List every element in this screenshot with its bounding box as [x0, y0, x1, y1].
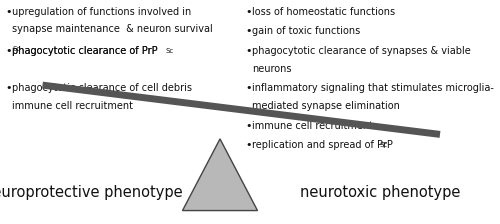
- Text: neurotoxic phenotype: neurotoxic phenotype: [300, 185, 460, 200]
- Text: immune cell recruitment: immune cell recruitment: [252, 121, 374, 131]
- Text: •: •: [245, 46, 252, 56]
- Text: Sc: Sc: [380, 142, 388, 149]
- Text: Sc: Sc: [165, 48, 173, 54]
- Text: •: •: [245, 140, 252, 150]
- Text: •: •: [245, 7, 252, 17]
- Text: loss of homeostatic functions: loss of homeostatic functions: [252, 7, 396, 17]
- Text: phagocytotic clearance of PrP: phagocytotic clearance of PrP: [12, 46, 158, 56]
- Text: •: •: [5, 46, 12, 56]
- Text: •: •: [5, 7, 12, 17]
- Text: neuroprotective phenotype: neuroprotective phenotype: [0, 185, 182, 200]
- Text: neurons: neurons: [252, 64, 292, 74]
- Text: phagocytotic clearance of PrP: phagocytotic clearance of PrP: [12, 46, 158, 56]
- Text: mediated synapse elimination: mediated synapse elimination: [252, 101, 400, 111]
- Text: phagocytotic clearance of synapses & viable: phagocytotic clearance of synapses & via…: [252, 46, 471, 56]
- Text: gain of toxic functions: gain of toxic functions: [252, 26, 361, 37]
- Text: •: •: [5, 83, 12, 93]
- Text: synapse maintenance  & neuron survival: synapse maintenance & neuron survival: [12, 24, 213, 34]
- Text: replication and spread of PrP: replication and spread of PrP: [252, 140, 394, 150]
- Polygon shape: [182, 139, 258, 211]
- Text: immune cell recruitment: immune cell recruitment: [12, 101, 134, 111]
- Text: •: •: [245, 83, 252, 93]
- Text: upregulation of functions involved in: upregulation of functions involved in: [12, 7, 192, 17]
- Text: •: •: [245, 121, 252, 131]
- Text: Sc: Sc: [12, 46, 21, 52]
- Text: inflammatory signaling that stimulates microglia-: inflammatory signaling that stimulates m…: [252, 83, 494, 93]
- Text: phagocytotic clearance of cell debris: phagocytotic clearance of cell debris: [12, 83, 192, 93]
- Text: •: •: [245, 26, 252, 37]
